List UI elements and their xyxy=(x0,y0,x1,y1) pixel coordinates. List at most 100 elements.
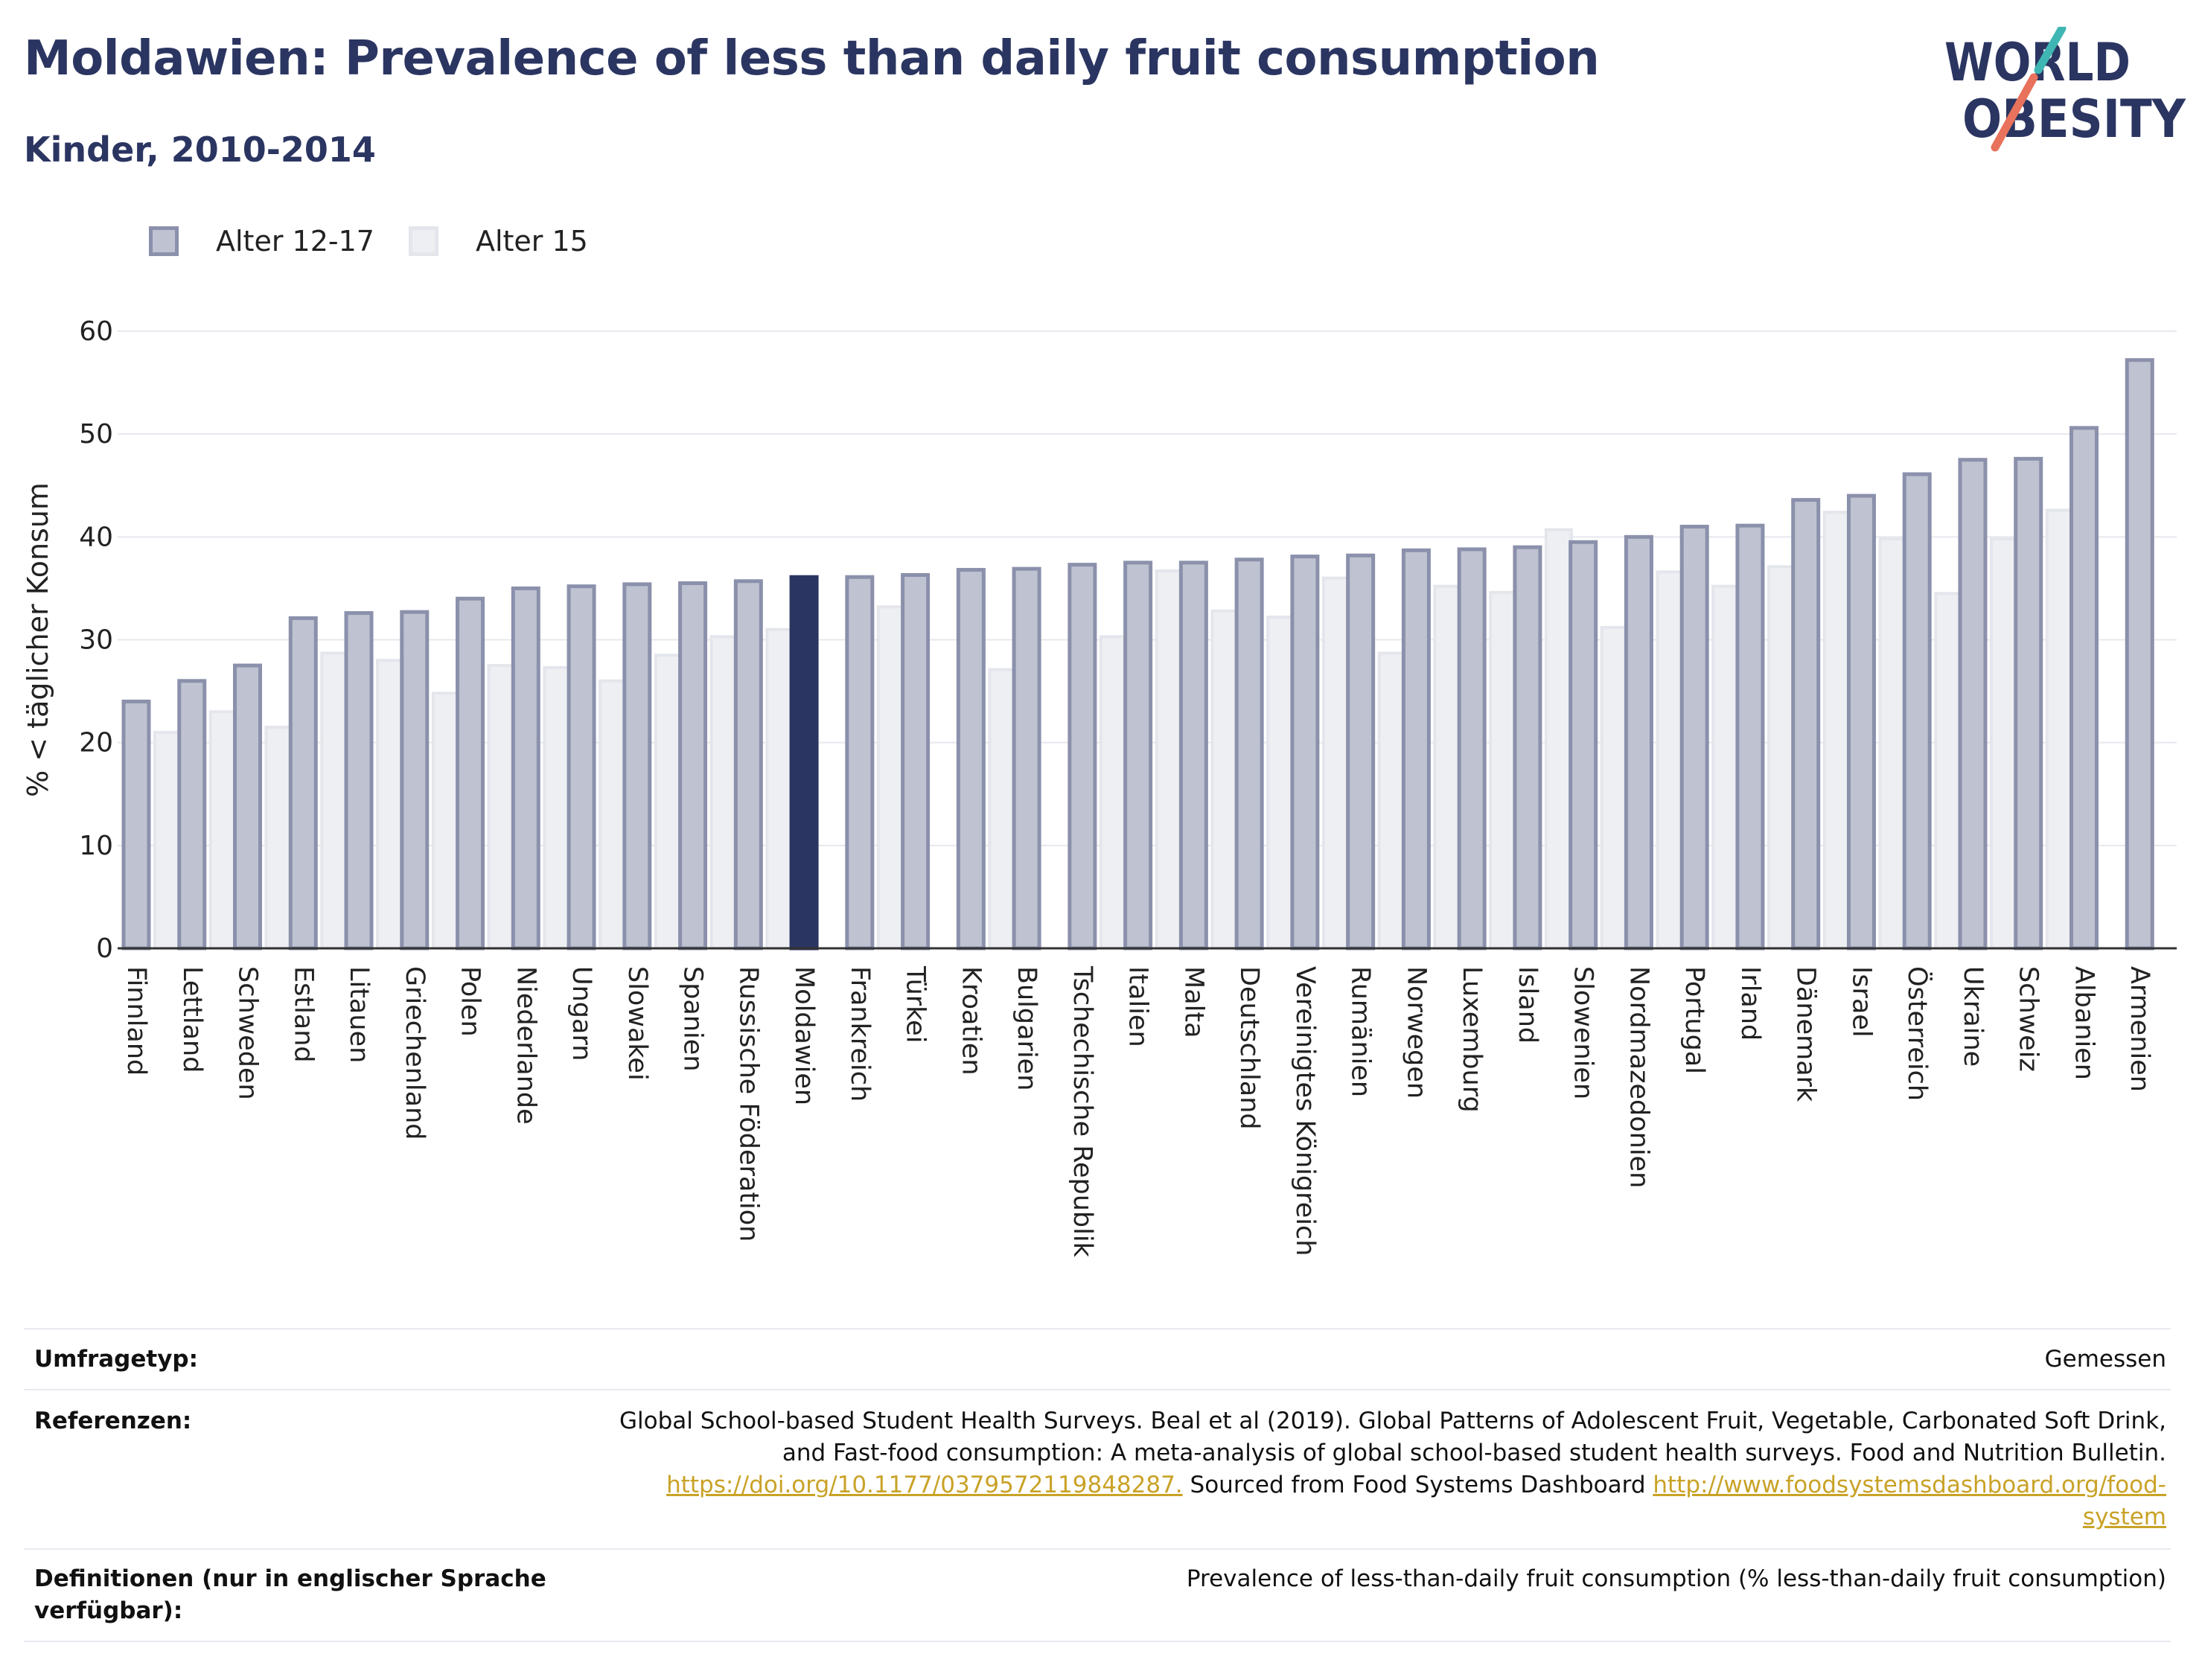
bar-alter-12-17[interactable] xyxy=(2125,358,2154,951)
bar-alter-12-17[interactable] xyxy=(456,596,485,951)
bar-alter-12-17[interactable] xyxy=(1457,547,1487,951)
bar-alter-12-17[interactable] xyxy=(678,581,708,951)
bar-alter-15[interactable] xyxy=(264,725,293,950)
bar-alter-12-17[interactable] xyxy=(344,611,374,951)
bar-alter-12-17[interactable] xyxy=(233,663,263,951)
bar-alter-15[interactable] xyxy=(1656,570,1685,950)
x-tick-label: Polen xyxy=(456,966,485,1037)
bar-alter-15[interactable] xyxy=(1099,635,1128,950)
y-axis-ticks: 0 10 20 30 40 50 60 xyxy=(79,316,113,964)
x-tick-label: Estland xyxy=(288,966,318,1063)
bar-alter-15[interactable] xyxy=(431,692,460,950)
bar-alter-15[interactable] xyxy=(1266,616,1295,950)
bar-alter-15[interactable] xyxy=(1377,651,1406,950)
bar-alter-12-17[interactable] xyxy=(845,575,875,951)
bar-alter-15[interactable] xyxy=(654,654,683,950)
bar-alter-15[interactable] xyxy=(487,664,516,950)
x-tick-label: Armenien xyxy=(2125,966,2154,1092)
bar-alter-12-17[interactable] xyxy=(567,584,596,951)
bar-alter-15[interactable] xyxy=(709,635,738,950)
bar-alter-15[interactable] xyxy=(1321,576,1350,950)
bar-alter-15[interactable] xyxy=(1544,528,1573,950)
bar-alter-15[interactable] xyxy=(765,627,794,950)
bar-alter-15[interactable] xyxy=(599,679,628,950)
bar-alter-12-17[interactable] xyxy=(901,572,931,951)
bar-alter-12-17[interactable] xyxy=(1012,566,1041,951)
bar-alter-12-17[interactable] xyxy=(288,616,318,951)
x-tick-label: Tschechische Republik xyxy=(1068,965,1097,1258)
bar-alter-15[interactable] xyxy=(320,651,349,950)
bar-alter-12-17[interactable] xyxy=(1068,563,1097,951)
bar-alter-12-17[interactable] xyxy=(2069,426,2099,951)
bar-alter-15[interactable] xyxy=(1934,592,1963,950)
legend-swatch-series-2 xyxy=(408,226,438,256)
x-tick-label: Italien xyxy=(1123,966,1153,1047)
references-dashboard-link[interactable]: http://www.foodsystemsdashboard.org/food… xyxy=(1653,1472,2166,1498)
bar-alter-12-17[interactable] xyxy=(1178,560,1208,951)
bar-alter-15[interactable] xyxy=(1822,511,1851,950)
x-tick-label: Niederlande xyxy=(511,966,540,1125)
bar-alter-15[interactable] xyxy=(376,659,405,950)
y-tick-label: 10 xyxy=(79,831,113,861)
bar-alter-15[interactable] xyxy=(988,668,1017,950)
bar-alter-15[interactable] xyxy=(1878,537,1907,950)
legend-label-series-1: Alter 12-17 xyxy=(216,225,374,258)
x-tick-label: Moldawien xyxy=(789,966,819,1105)
bar-alter-12-17[interactable] xyxy=(1846,494,1876,951)
bar-alter-12-17[interactable] xyxy=(1568,540,1598,951)
bar-alter-15[interactable] xyxy=(1767,565,1796,950)
x-tick-label: Malta xyxy=(1178,966,1208,1038)
bar-alter-12-17[interactable] xyxy=(622,582,652,951)
bar-alter-12-17[interactable] xyxy=(1902,472,1932,951)
bar-alter-12-17[interactable] xyxy=(733,579,763,951)
bar-alter-15[interactable] xyxy=(1600,625,1629,950)
survey-type-value: Gemessen xyxy=(2044,1345,2166,1373)
bar-alter-12-17-highlight[interactable] xyxy=(789,575,819,951)
definitions-value: Prevalence of less-than-daily fruit cons… xyxy=(1186,1565,2166,1592)
bar-alter-12-17[interactable] xyxy=(1791,498,1821,951)
references-text-3: Sourced from Food Systems Dashboard xyxy=(1182,1472,1653,1498)
bar-alter-12-17[interactable] xyxy=(1401,548,1431,951)
bar-alter-15[interactable] xyxy=(543,665,572,950)
bar-alter-12-17[interactable] xyxy=(1346,553,1376,951)
bar-alter-12-17[interactable] xyxy=(2014,456,2043,951)
bar-alter-15[interactable] xyxy=(1711,584,1740,950)
logo-line-1: WORLD xyxy=(1944,32,2131,93)
x-tick-label: Kroatien xyxy=(956,966,986,1076)
bar-alter-15[interactable] xyxy=(1210,609,1239,950)
info-row-survey-type: Umfragetyp: Gemessen xyxy=(24,1328,2171,1389)
x-tick-label: Nordmazedonien xyxy=(1624,966,1653,1188)
bar-alter-12-17[interactable] xyxy=(177,679,207,951)
bar-alter-15[interactable] xyxy=(876,605,905,950)
legend-item-series-1[interactable]: Alter 12-17 xyxy=(149,225,374,258)
y-tick-label: 40 xyxy=(79,522,113,552)
legend-swatch-series-1 xyxy=(149,226,179,256)
bar-alter-12-17[interactable] xyxy=(956,568,986,951)
bar-alter-15[interactable] xyxy=(1989,537,2018,950)
bar-alter-15[interactable] xyxy=(1155,569,1184,950)
references-dashboard-link-cont[interactable]: system xyxy=(2082,1504,2166,1530)
bar-alter-12-17[interactable] xyxy=(1679,525,1709,951)
x-tick-label: Portugal xyxy=(1679,966,1709,1074)
y-tick-label: 30 xyxy=(79,625,113,656)
bar-alter-12-17[interactable] xyxy=(1234,558,1264,951)
references-doi-link[interactable]: https://doi.org/10.1177/0379572119848287… xyxy=(666,1472,1183,1498)
bar-alter-12-17[interactable] xyxy=(1958,458,1988,951)
bar-alter-12-17[interactable] xyxy=(400,610,430,951)
bar-alter-12-17[interactable] xyxy=(121,699,151,951)
bar-alter-15[interactable] xyxy=(1489,590,1518,950)
bar-alter-12-17[interactable] xyxy=(1513,545,1542,951)
bar-alter-12-17[interactable] xyxy=(1735,523,1765,951)
bar-alter-12-17[interactable] xyxy=(1290,555,1320,951)
bar-alter-12-17[interactable] xyxy=(1123,560,1153,951)
bar-alter-15[interactable] xyxy=(2045,508,2074,951)
bar-alter-15[interactable] xyxy=(1433,584,1462,950)
bar-alter-12-17[interactable] xyxy=(1624,534,1653,951)
page-title: Moldawien: Prevalence of less than daily… xyxy=(24,31,1600,86)
bar-alter-15[interactable] xyxy=(153,730,182,950)
legend-item-series-2[interactable]: Alter 15 xyxy=(408,225,588,258)
bar-alter-15[interactable] xyxy=(208,710,237,950)
bar-alter-12-17[interactable] xyxy=(511,586,540,951)
logo-slash-teal xyxy=(2034,27,2067,74)
x-tick-label: Litauen xyxy=(344,966,374,1063)
